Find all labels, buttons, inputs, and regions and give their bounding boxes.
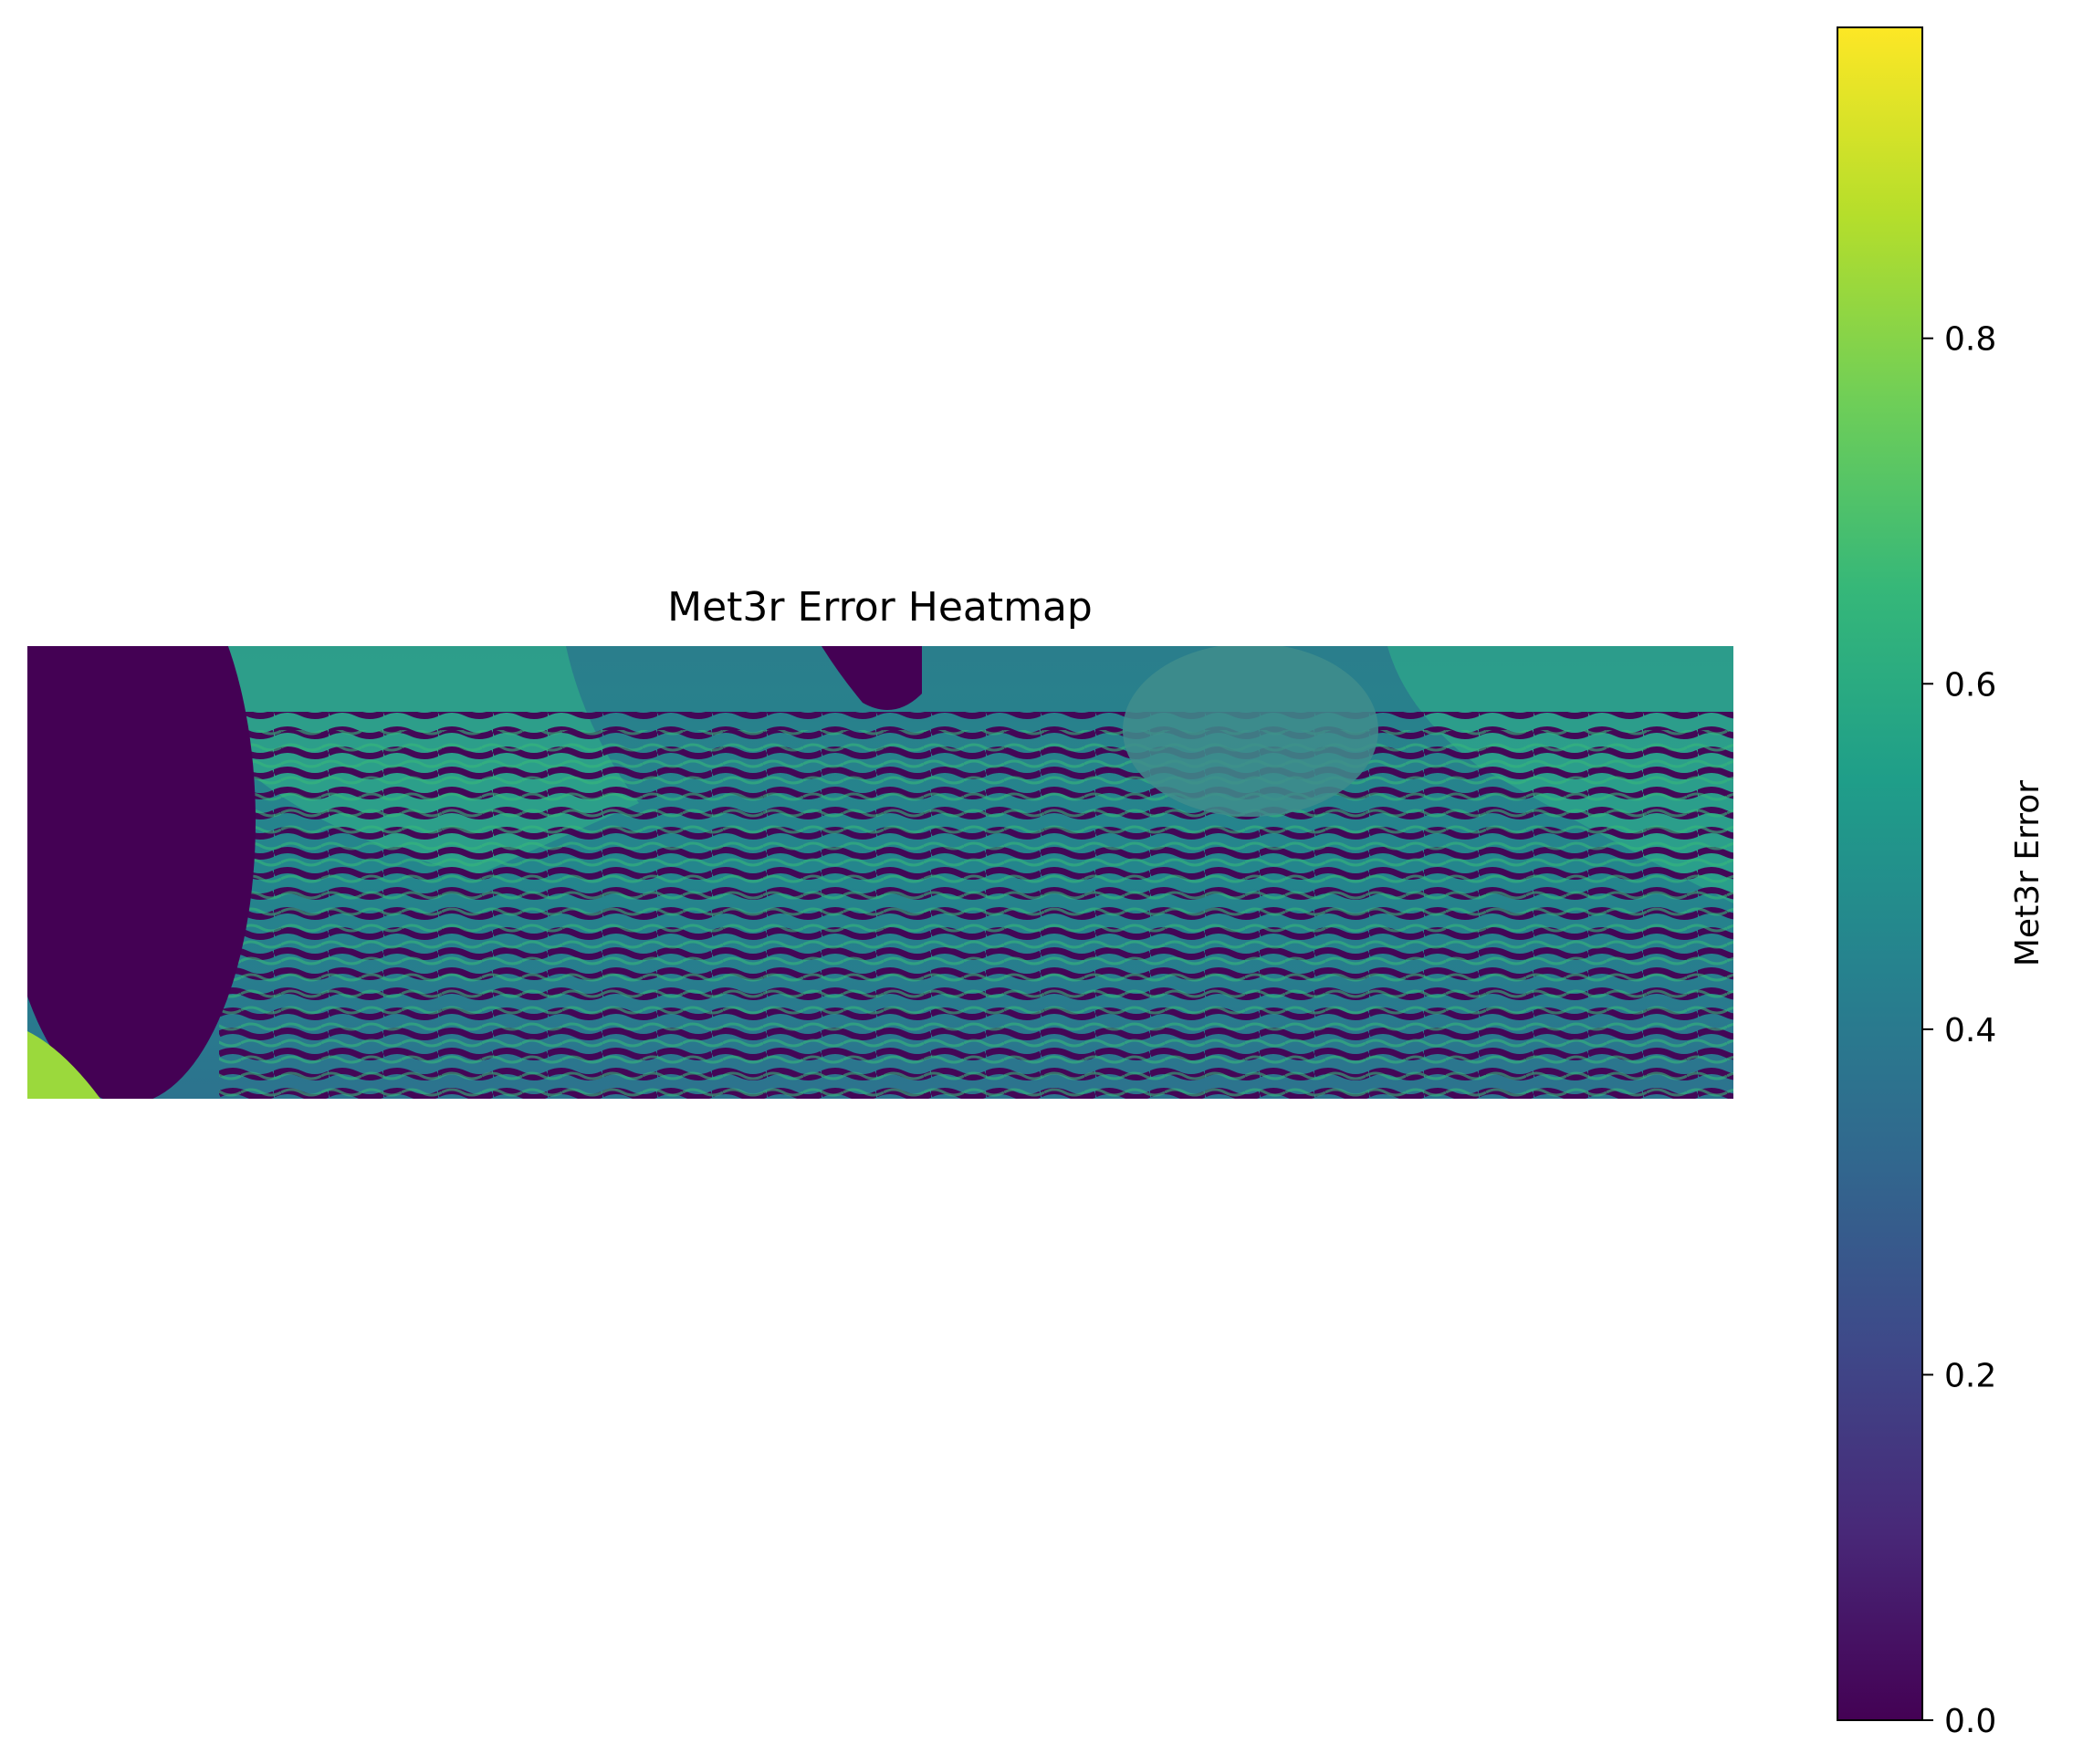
colorbar-tick-label: 0.0 bbox=[1944, 1703, 1996, 1740]
colorbar-label: Met3r Error bbox=[2009, 780, 2046, 966]
colorbar-gradient bbox=[1837, 26, 1923, 1721]
heatmap-image bbox=[27, 646, 1733, 1099]
colorbar-tick-label: 0.2 bbox=[1944, 1357, 1996, 1394]
colorbar-tick-label: 0.8 bbox=[1944, 321, 1996, 359]
colorbar-ticks: 0.0 0.2 0.4 0.6 0.8 bbox=[1922, 321, 1996, 1740]
chart-title: Met3r Error Heatmap bbox=[667, 584, 1093, 631]
heatmap-top-dark-patch bbox=[822, 646, 922, 710]
colorbar: 0.0 0.2 0.4 0.6 0.8 Met3r Error bbox=[1837, 26, 2046, 1740]
colorbar-tick-label: 0.6 bbox=[1944, 666, 1996, 704]
heatmap-wave-highlights bbox=[219, 730, 1733, 1099]
heatmap-upper-right-feature bbox=[1123, 646, 1378, 817]
heatmap-low-error-region bbox=[27, 646, 256, 1099]
colorbar-tick-label: 0.4 bbox=[1944, 1012, 1996, 1049]
heatmap-lower-left-bright-spot bbox=[27, 1031, 100, 1099]
